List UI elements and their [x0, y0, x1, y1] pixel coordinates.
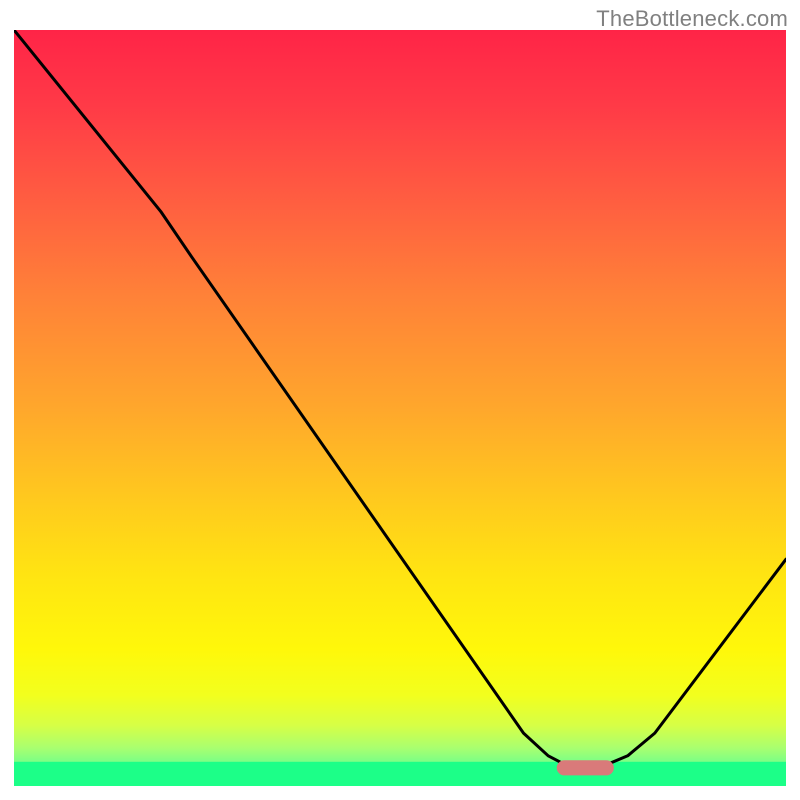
chart-svg [14, 30, 786, 786]
watermark-text: TheBottleneck.com [596, 6, 788, 32]
green-band [14, 762, 786, 786]
bottleneck-chart [14, 30, 786, 786]
chart-background [14, 30, 786, 786]
optimum-marker [557, 760, 614, 775]
